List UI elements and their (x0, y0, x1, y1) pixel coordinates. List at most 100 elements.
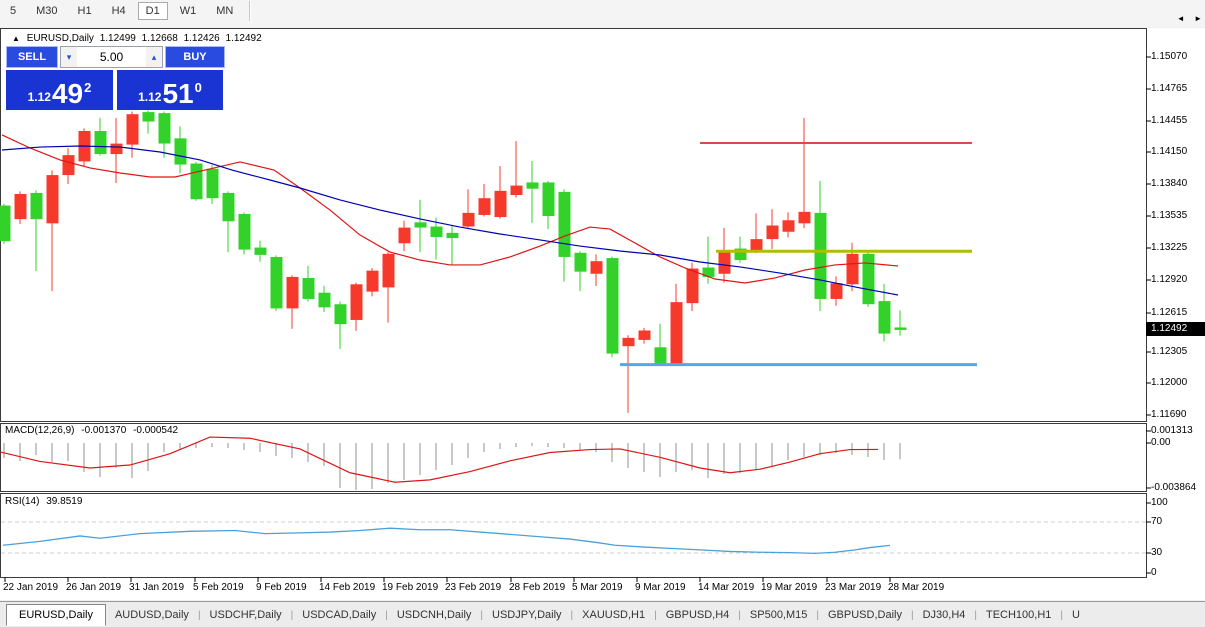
macd-signal-line (0, 436, 879, 483)
volume-increase-icon[interactable]: ▴ (146, 47, 162, 67)
candle-body (350, 284, 363, 320)
candle-body (638, 330, 651, 340)
maxlabel: 0.00 (1151, 437, 1171, 448)
macd-pane-label: MACD(12,26,9) -0.001370 -0.000542 (5, 425, 182, 436)
candle-body (814, 212, 827, 299)
sell-price-big: 49 (51, 78, 84, 109)
raxlabel: 70 (1151, 516, 1163, 527)
chart-canvas[interactable] (0, 0, 1205, 600)
tab-scroll-arrows: ◄ ► (1172, 8, 1202, 26)
rsi-name: RSI(14) (5, 496, 40, 507)
chart-symbol: EURUSD,Daily (26, 33, 94, 44)
candle-body (334, 304, 347, 325)
symbol-tab-bar: EURUSD,Daily AUDUSD,Daily | USDCHF,Daily | US… (0, 601, 1205, 627)
candle-body (670, 302, 683, 365)
taxlabel: 31 Jan 2019 (129, 582, 185, 593)
symbol-tab-GBPUSD,Daily[interactable]: GBPUSD,Daily (828, 609, 902, 621)
raxlabel: 0 (1151, 567, 1157, 578)
tab-scroll-left-icon[interactable]: ◄ (1176, 14, 1185, 23)
paxlabel: 1.12305 (1151, 346, 1188, 357)
volume-decrease-icon[interactable]: ▾ (61, 47, 77, 67)
period-button-D1[interactable]: D1 (137, 2, 168, 20)
volume-spinner: ▾ ▴ (60, 46, 163, 68)
sell-button[interactable]: SELL (6, 46, 58, 68)
symbol-tab-USDJPY,Daily[interactable]: USDJPY,Daily (492, 609, 562, 621)
ohlc-high: 1.12668 (141, 33, 178, 44)
raxlabel: 30 (1151, 547, 1163, 558)
period-button-5[interactable]: 5 (10, 5, 17, 17)
candle-body (542, 182, 555, 216)
symbol-tab-DJ30,H4[interactable]: DJ30,H4 (922, 609, 966, 621)
tab-scroll-right-icon[interactable]: ► (1194, 14, 1202, 23)
symbol-tab-AUDUSD,Daily[interactable]: AUDUSD,Daily (114, 609, 189, 621)
sell-price-display[interactable]: 1.12 49 2 (6, 70, 113, 110)
candle-body (894, 327, 907, 330)
symbol-tab-TECH100,H1[interactable]: TECH100,H1 (985, 609, 1052, 621)
period-button-H1[interactable]: H1 (77, 5, 92, 17)
period-button-M30[interactable]: M30 (36, 5, 58, 17)
paxlabel: 1.11690 (1151, 409, 1187, 420)
candle-body (558, 191, 571, 257)
symbol-tab-XAUUSD,H1[interactable]: XAUUSD,H1 (582, 609, 646, 621)
taxlabel: 19 Feb 2019 (382, 582, 439, 593)
candle-body (222, 192, 235, 222)
candle-body (174, 138, 187, 165)
tab-separator: | (480, 609, 484, 621)
period-button-W1[interactable]: W1 (179, 5, 197, 17)
rsi-line (2, 527, 891, 555)
macd-main-value: -0.001370 (81, 425, 127, 436)
paxlabel: 1.14150 (1151, 146, 1188, 157)
raxlabel: 100 (1151, 497, 1168, 508)
tab-separator: | (197, 609, 201, 621)
paxlabel: 1.14455 (1151, 115, 1188, 126)
candle-body (94, 131, 107, 155)
candle-body (366, 270, 379, 292)
candle-body (510, 185, 523, 196)
candle-body (462, 212, 475, 227)
one-click-trading-panel: SELL ▾ ▴ BUY 1.12 49 2 1.12 51 0 (6, 46, 225, 110)
taxlabel: 22 Jan 2019 (3, 582, 59, 593)
candle-body (446, 232, 459, 239)
tab-separator: | (1060, 609, 1064, 621)
taxlabel: 5 Mar 2019 (572, 582, 623, 593)
candle-body (158, 113, 171, 144)
taxlabel: 19 Mar 2019 (761, 582, 818, 593)
symbol-tab-USDCNH,Daily[interactable]: USDCNH,Daily (396, 609, 472, 621)
candle-body (750, 239, 763, 252)
symbol-tab-SP500,M15[interactable]: SP500,M15 (749, 609, 808, 621)
buy-price-pip: 0 (194, 80, 202, 95)
tab-separator: | (385, 609, 388, 621)
candle-body (494, 190, 507, 218)
candle-body (142, 112, 155, 122)
candle-body (382, 253, 395, 288)
taxlabel: 26 Jan 2019 (66, 582, 122, 593)
buy-price-big: 51 (162, 78, 194, 109)
symbol-tab-GBPUSD,H4[interactable]: GBPUSD,H4 (665, 609, 730, 621)
period-button-MN[interactable]: MN (216, 5, 234, 17)
candle-body (398, 227, 411, 244)
candle-body (798, 211, 811, 224)
current-price-badge: 1.12492 (1146, 322, 1205, 336)
buy-price-display[interactable]: 1.12 51 0 (117, 70, 223, 110)
symbol-tab-USDCAD,Daily[interactable]: USDCAD,Daily (302, 609, 377, 621)
collapse-panel-icon[interactable]: ▲ (12, 34, 20, 43)
buy-button[interactable]: BUY (165, 46, 225, 68)
candle-body (606, 258, 619, 354)
tab-separator: | (816, 609, 819, 621)
candle-body (14, 194, 27, 220)
candle-body (862, 253, 875, 305)
candle-body (286, 276, 299, 309)
period-button-H4[interactable]: H4 (111, 5, 126, 17)
sell-price-prefix: 1.12 (27, 90, 51, 104)
paxlabel: 1.15070 (1151, 51, 1188, 62)
volume-input[interactable] (77, 47, 146, 67)
tab-separator: | (910, 609, 914, 621)
symbol-tab-EURUSD,Daily[interactable]: EURUSD,Daily (6, 604, 106, 626)
candle-body (622, 337, 635, 347)
taxlabel: 14 Mar 2019 (698, 582, 755, 593)
symbol-tab-U[interactable]: U (1072, 609, 1080, 621)
candle-body (238, 213, 251, 250)
tab-separator: | (738, 609, 741, 621)
symbol-tab-USDCHF,Daily[interactable]: USDCHF,Daily (209, 609, 282, 621)
candle-body (302, 278, 315, 299)
